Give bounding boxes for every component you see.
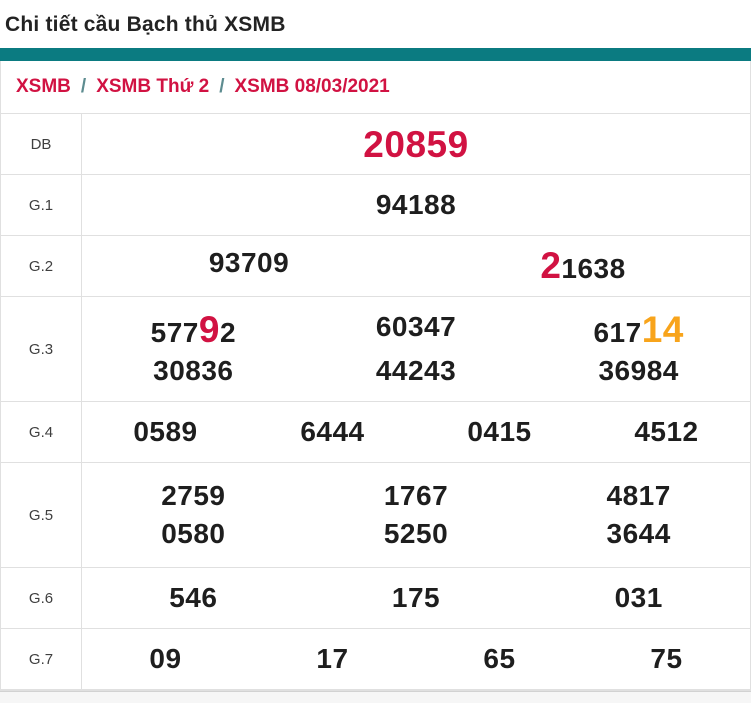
prize-value: 2759 — [82, 480, 305, 512]
breadcrumb-link-2[interactable]: XSMB 08/03/2021 — [234, 76, 390, 97]
prize-digit-highlight: 14 — [641, 309, 684, 351]
prize-value: 5250 — [305, 518, 528, 550]
breadcrumb: XSMB / XSMB Thứ 2 / XSMB 08/03/2021 — [1, 61, 750, 114]
prize-digit: 75 — [650, 642, 683, 674]
accent-bar — [0, 48, 751, 61]
prize-digit: 175 — [391, 581, 441, 613]
prize-digit: 5250 — [383, 517, 449, 549]
prize-value: 0415 — [416, 416, 583, 448]
prize-row-label: G.2 — [1, 236, 82, 296]
prize-row-label: G.3 — [1, 297, 82, 401]
prize-row-db: DB 20859 — [1, 114, 750, 175]
prize-digit: 0589 — [133, 415, 198, 447]
prize-row-g1: G.1 94188 — [1, 175, 750, 236]
prize-row-values: 0589 6444 0415 4512 — [82, 402, 750, 462]
prize-row-label: G.6 — [1, 568, 82, 628]
prize-row-label: G.4 — [1, 402, 82, 462]
page-title: Chi tiết cầu Bạch thủ XSMB — [5, 13, 286, 36]
breadcrumb-link-1[interactable]: XSMB Thứ 2 — [96, 76, 210, 97]
prize-row-label: G.7 — [1, 629, 82, 689]
prize-row-values: 09 17 65 75 — [82, 629, 750, 689]
prize-row-values: 20859 — [82, 114, 750, 174]
prize-value: 0580 — [82, 518, 305, 550]
prize-digit: 44243 — [375, 354, 457, 386]
prize-value: 65 — [416, 643, 583, 675]
prize-value: 94188 — [82, 189, 750, 221]
prize-value: 93709 — [82, 247, 416, 285]
prize-value: 0589 — [82, 416, 249, 448]
prize-row-g5: G.5 2759 1767 4817 0580 5250 3644 — [1, 463, 750, 568]
prize-row-label: DB — [1, 114, 82, 174]
prize-row-g3: G.3 577 9 2 60347 617 14 30836 44243 36984 — [1, 297, 750, 402]
prize-row-label: G.1 — [1, 175, 82, 235]
prize-digit: 3644 — [606, 517, 671, 549]
prize-row-g7: G.7 09 17 65 75 — [1, 629, 750, 690]
prize-digit: 1767 — [383, 480, 449, 512]
prize-value: 75 — [583, 643, 750, 675]
prize-row-values: 93709 2 1638 — [82, 236, 750, 296]
prize-value: 44243 — [305, 355, 528, 387]
prize-digit-highlight: 9 — [198, 309, 220, 351]
prize-row-values: 94188 — [82, 175, 750, 235]
prize-value: 4817 — [527, 480, 750, 512]
prize-digit: 577 — [150, 317, 199, 349]
prize-row-g6: G.6 546 175 031 — [1, 568, 750, 629]
prize-value: 17 — [249, 643, 416, 675]
prize-row-values: 577 9 2 60347 617 14 30836 44243 36984 — [82, 297, 750, 401]
prize-digit: 94188 — [375, 188, 457, 220]
prize-digit: 2 — [219, 317, 237, 349]
breadcrumb-separator: / — [80, 76, 87, 97]
prize-digit: 60347 — [375, 311, 457, 343]
prize-value: 60347 — [305, 311, 528, 349]
prize-digit: 0415 — [467, 415, 532, 447]
breadcrumb-separator: / — [219, 76, 225, 97]
prize-value: 3644 — [527, 518, 750, 550]
prize-value: 175 — [305, 582, 528, 614]
prize-digit: 4512 — [634, 415, 699, 447]
prize-digit: 2759 — [161, 480, 226, 512]
prize-table: DB 20859 G.1 94188 G.2 93709 2 1638 G.3 577 9 2 6034… — [1, 114, 750, 690]
prize-value: 577 9 2 — [82, 311, 305, 349]
prize-row-g4: G.4 0589 6444 0415 4512 — [1, 402, 750, 463]
prize-digit: 17 — [316, 642, 349, 674]
next-section-strip — [0, 691, 751, 703]
result-panel: XSMB / XSMB Thứ 2 / XSMB 08/03/2021 DB 20859 G… — [0, 61, 751, 691]
prize-digit: 617 — [593, 317, 642, 349]
prize-row-label: G.5 — [1, 463, 82, 567]
prize-row-values: 2759 1767 4817 0580 5250 3644 — [82, 463, 750, 567]
prize-digit: 546 — [169, 581, 218, 613]
breadcrumb-link-0[interactable]: XSMB — [16, 76, 71, 97]
prize-value: 20859 — [82, 126, 750, 163]
prize-value: 30836 — [82, 355, 305, 387]
prize-digit: 36984 — [598, 354, 679, 386]
prize-digit: 65 — [483, 642, 516, 674]
prize-value: 36984 — [527, 355, 750, 387]
prize-value: 09 — [82, 643, 249, 675]
prize-value: 617 14 — [527, 311, 750, 349]
prize-digit: 30836 — [153, 354, 234, 386]
prize-digit: 09 — [149, 642, 182, 674]
prize-digit: 93709 — [208, 246, 290, 278]
prize-value: 031 — [527, 582, 750, 614]
prize-digit: 031 — [614, 581, 663, 613]
prize-row-values: 546 175 031 — [82, 568, 750, 628]
prize-digit: 0580 — [161, 517, 226, 549]
prize-value: 4512 — [583, 416, 750, 448]
prize-value: 1767 — [305, 480, 528, 512]
prize-digit: 6444 — [300, 415, 365, 447]
prize-digit-highlight: 20859 — [363, 123, 469, 165]
prize-value: 546 — [82, 582, 305, 614]
prize-value: 6444 — [249, 416, 416, 448]
prize-digit: 1638 — [561, 252, 626, 284]
prize-digit: 4817 — [606, 480, 671, 512]
prize-digit-highlight: 2 — [540, 244, 562, 286]
prize-value: 2 1638 — [416, 247, 750, 285]
prize-row-g2: G.2 93709 2 1638 — [1, 236, 750, 297]
